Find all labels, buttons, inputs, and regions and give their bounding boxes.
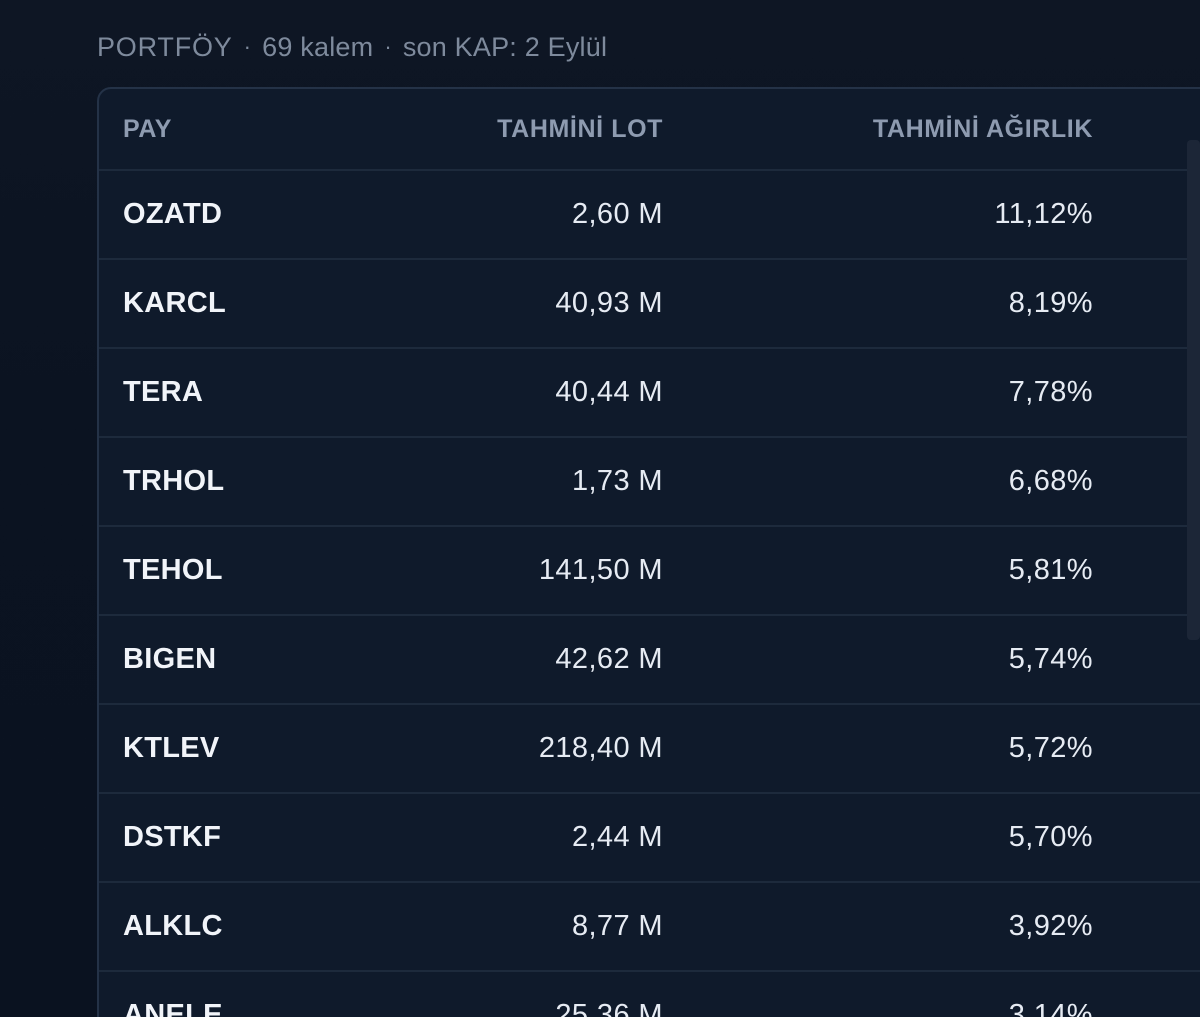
table-row[interactable]: TEHOL 141,50 M 5,81%: [99, 527, 1200, 616]
cell-weight: 7,78%: [1008, 376, 1093, 408]
cell-pay: BIGEN: [123, 643, 217, 675]
cell-weight: 3,92%: [1008, 910, 1093, 942]
cell-pay: KTLEV: [123, 732, 220, 764]
table-row[interactable]: ANELE 25,36 M 3,14%: [99, 972, 1200, 1017]
table-row[interactable]: KARCL 40,93 M 8,19%: [99, 260, 1200, 349]
table-row[interactable]: ALKLC 8,77 M 3,92%: [99, 883, 1200, 972]
cell-weight: 8,19%: [1008, 287, 1093, 319]
cell-pay: TEHOL: [123, 554, 223, 586]
table-row[interactable]: OZATD 2,60 M 11,12%: [99, 171, 1200, 260]
cell-lot: 218,40 M: [538, 732, 663, 764]
cell-pay: ALKLC: [123, 910, 223, 942]
cell-weight: 5,74%: [1008, 643, 1093, 675]
cell-pay: KARCL: [123, 287, 226, 319]
last-kap-date: son KAP: 2 Eylül: [402, 31, 608, 62]
cell-lot: 1,73 M: [571, 465, 663, 497]
cell-weight: 6,68%: [1008, 465, 1093, 497]
cell-lot: 2,60 M: [571, 198, 663, 230]
cell-weight: 5,70%: [1008, 821, 1093, 853]
cell-weight: 5,72%: [1008, 732, 1093, 764]
portfolio-title: PORTFÖY: [97, 31, 233, 62]
table-row[interactable]: KTLEV 218,40 M 5,72%: [99, 705, 1200, 794]
cell-pay: ANELE: [123, 999, 223, 1017]
table-row[interactable]: TERA 40,44 M 7,78%: [99, 349, 1200, 438]
table-row[interactable]: BIGEN 42,62 M 5,74%: [99, 616, 1200, 705]
cell-pay: TRHOL: [123, 465, 225, 497]
table-row[interactable]: TRHOL 1,73 M 6,68%: [99, 438, 1200, 527]
cell-lot: 40,44 M: [555, 376, 663, 408]
cell-pay: DSTKF: [123, 821, 222, 853]
cell-weight: 5,81%: [1008, 554, 1093, 586]
table-row[interactable]: DSTKF 2,44 M 5,70%: [99, 794, 1200, 883]
cell-lot: 25,36 M: [555, 999, 663, 1017]
cell-pay: TERA: [123, 376, 204, 408]
separator-dot: ·: [384, 34, 392, 59]
column-header-pay[interactable]: PAY: [123, 114, 173, 143]
cell-lot: 8,77 M: [571, 910, 663, 942]
cell-weight: 11,12%: [994, 198, 1093, 230]
column-header-weight[interactable]: TAHMİNİ AĞIRLIK: [872, 114, 1093, 143]
separator-dot: ·: [243, 34, 252, 59]
cell-lot: 40,93 M: [555, 287, 663, 319]
cell-pay: OZATD: [123, 198, 223, 230]
table-header-row: PAY TAHMİNİ LOT TAHMİNİ AĞIRLIK: [99, 89, 1200, 171]
portfolio-header: PORTFÖY · 69 kalem · son KAP: 2 Eylül: [97, 28, 607, 66]
cell-lot: 2,44 M: [571, 821, 663, 853]
column-header-lot[interactable]: TAHMİNİ LOT: [497, 114, 663, 143]
cell-lot: 141,50 M: [538, 554, 663, 586]
vertical-scrollbar[interactable]: [1187, 140, 1200, 640]
cell-weight: 3,14%: [1008, 999, 1093, 1017]
item-count: 69 kalem: [262, 31, 374, 62]
portfolio-table: PAY TAHMİNİ LOT TAHMİNİ AĞIRLIK OZATD 2,…: [97, 87, 1200, 1017]
cell-lot: 42,62 M: [555, 643, 663, 675]
